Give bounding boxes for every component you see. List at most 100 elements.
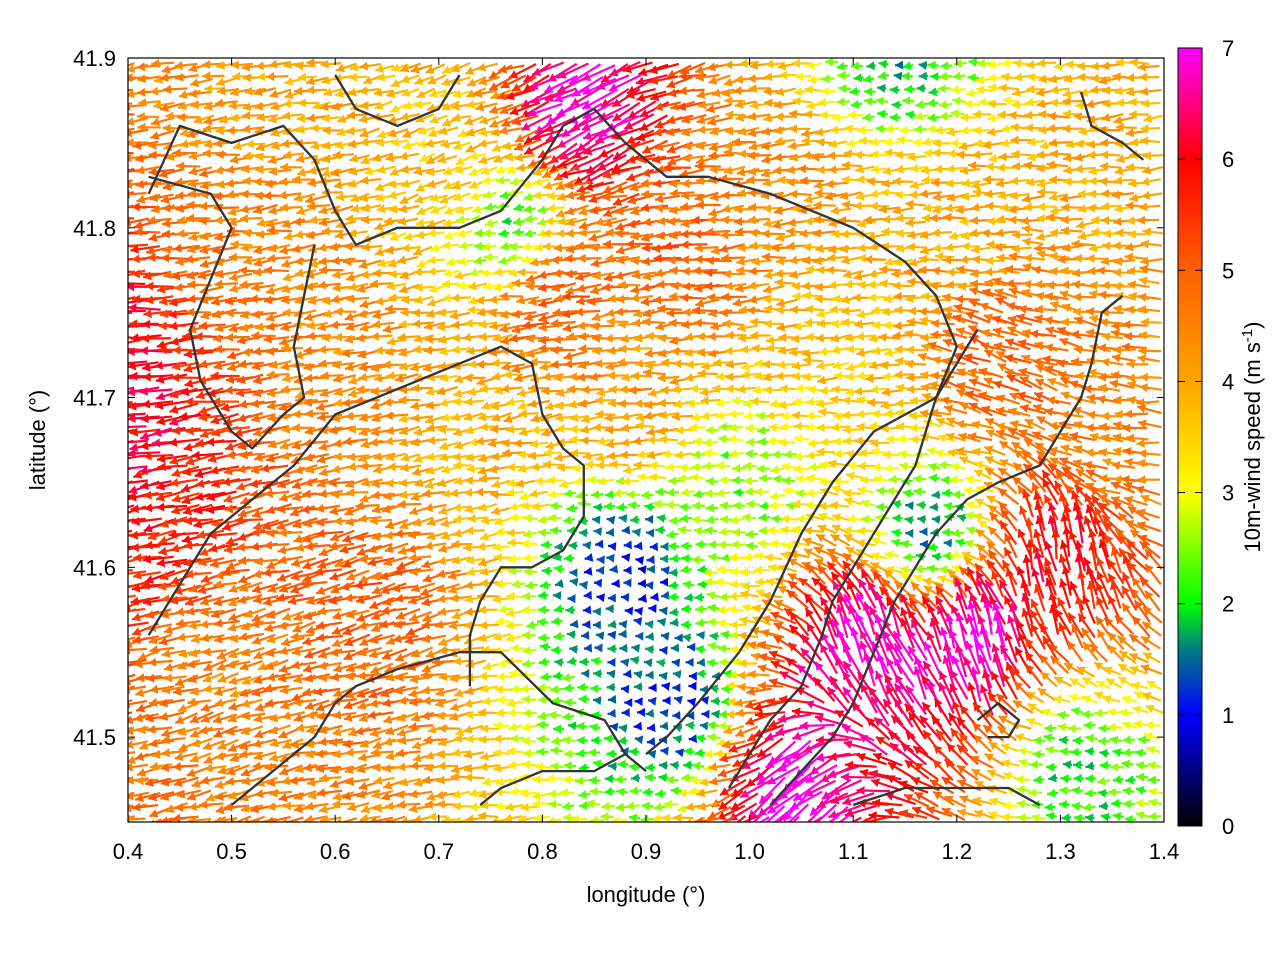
wind-arrow-head (106, 268, 114, 277)
wind-arrow-head (477, 62, 487, 72)
wind-arrow (359, 61, 381, 71)
wind-arrow (836, 61, 848, 71)
wind-arrow (284, 76, 304, 86)
wind-arrow (765, 59, 785, 69)
wind-arrow-head (295, 61, 304, 71)
wind-arrow (478, 75, 501, 86)
wind-arrow (362, 74, 384, 85)
wind-arrow-head (104, 324, 113, 333)
wind-arrow (1137, 62, 1160, 72)
wind-arrow-head (791, 58, 801, 68)
wind-arrow (174, 61, 198, 71)
wind-arrow (498, 64, 525, 74)
wind-arrow-head (242, 73, 251, 83)
wind-arrow-head (1137, 62, 1146, 72)
wind-arrow (987, 60, 1004, 70)
wind-arrow-head (1013, 59, 1022, 68)
wind-arrow-head (708, 76, 718, 85)
wind-arrow-head (106, 298, 115, 307)
wind-arrow (894, 60, 904, 70)
wind-arrow-head (174, 61, 183, 71)
wind-arrow-head (375, 64, 385, 73)
wind-arrow-head (976, 58, 985, 68)
wind-arrow-head (190, 78, 200, 88)
wind-arrow (708, 74, 731, 85)
wind-arrow-shaft (128, 113, 135, 116)
wind-arrow-head (649, 65, 658, 75)
wind-arrow-head (232, 71, 241, 81)
wind-arrow (1129, 58, 1150, 67)
wind-arrow-head (511, 83, 522, 92)
wind-arrow-head (410, 64, 420, 74)
wind-arrow (648, 62, 680, 75)
wind-arrow-head (107, 193, 116, 202)
wind-arrow (413, 75, 434, 86)
wind-arrow-head (216, 77, 226, 87)
wind-arrow-head (695, 72, 705, 82)
wind-arrow-head (706, 62, 716, 72)
wind-arrow-head (850, 61, 859, 71)
wind-arrow (488, 64, 513, 80)
wind-arrow-head (509, 70, 519, 79)
wind-arrow (824, 58, 838, 67)
wind-arrow-head (532, 67, 542, 77)
wind-arrow-head (623, 64, 632, 74)
wind-arrow-shaft (128, 88, 133, 92)
wind-arrow-head (678, 71, 688, 81)
wind-arrow (305, 76, 329, 86)
wind-arrow-head (336, 63, 346, 73)
wind-arrow-head (266, 72, 275, 82)
wind-arrow (1100, 61, 1123, 71)
wind-arrow (695, 72, 720, 82)
wind-arrow-head (256, 72, 266, 82)
wind-arrow (543, 74, 579, 94)
wind-arrow-head (529, 81, 539, 90)
wind-arrow (427, 74, 447, 85)
wind-arrow (488, 76, 513, 92)
wind-arrow-head (806, 60, 815, 70)
wind-arrow (202, 71, 225, 81)
wind-arrow-head (582, 86, 592, 95)
wind-arrow-head (376, 72, 386, 82)
wind-arrow-head (348, 72, 357, 82)
wind-arrow (866, 61, 876, 71)
wind-arrow (927, 60, 939, 70)
wind-arrow (508, 63, 537, 79)
wind-arrow-head (306, 76, 315, 86)
wind-arrow-head (1036, 58, 1046, 68)
wind-arrow (531, 61, 565, 77)
wind-arrow (976, 58, 991, 68)
wind-arrow-head (350, 62, 359, 72)
wind-arrow (953, 58, 967, 68)
wind-arrow (878, 59, 889, 69)
wind-arrow (450, 61, 471, 73)
wind-arrow-head (557, 84, 567, 93)
wind-arrow-head (128, 101, 131, 111)
wind-arrow-head (188, 63, 198, 73)
wind-arrow (190, 77, 213, 88)
wind-arrow-head (695, 65, 705, 75)
wind-arrow (137, 74, 162, 84)
wind-arrow-shaft (128, 62, 135, 67)
wind-arrow-head (927, 60, 936, 70)
wind-arrow (216, 60, 237, 70)
wind-arrow-head (320, 59, 329, 69)
wind-arrow-head (765, 59, 774, 69)
wind-arrow-head (467, 78, 477, 87)
wind-arrow-head (112, 78, 121, 87)
wind-arrow-head (107, 101, 115, 110)
wind-arrow-head (201, 59, 211, 69)
wind-arrow-head (749, 60, 759, 70)
wind-arrow (1115, 58, 1135, 67)
wind-arrow-head (128, 64, 136, 73)
wind-arrow-head (498, 64, 508, 74)
wind-arrow (806, 60, 822, 70)
wind-arrow-head (306, 58, 315, 68)
wind-arrow (400, 74, 420, 84)
wind-arrow-head (161, 65, 171, 74)
wind-arrow-head (940, 61, 949, 71)
wind-arrow-head (283, 60, 293, 70)
wind-arrow (374, 64, 395, 73)
wind-arrow (649, 75, 679, 85)
wind-arrow-head (442, 65, 452, 74)
